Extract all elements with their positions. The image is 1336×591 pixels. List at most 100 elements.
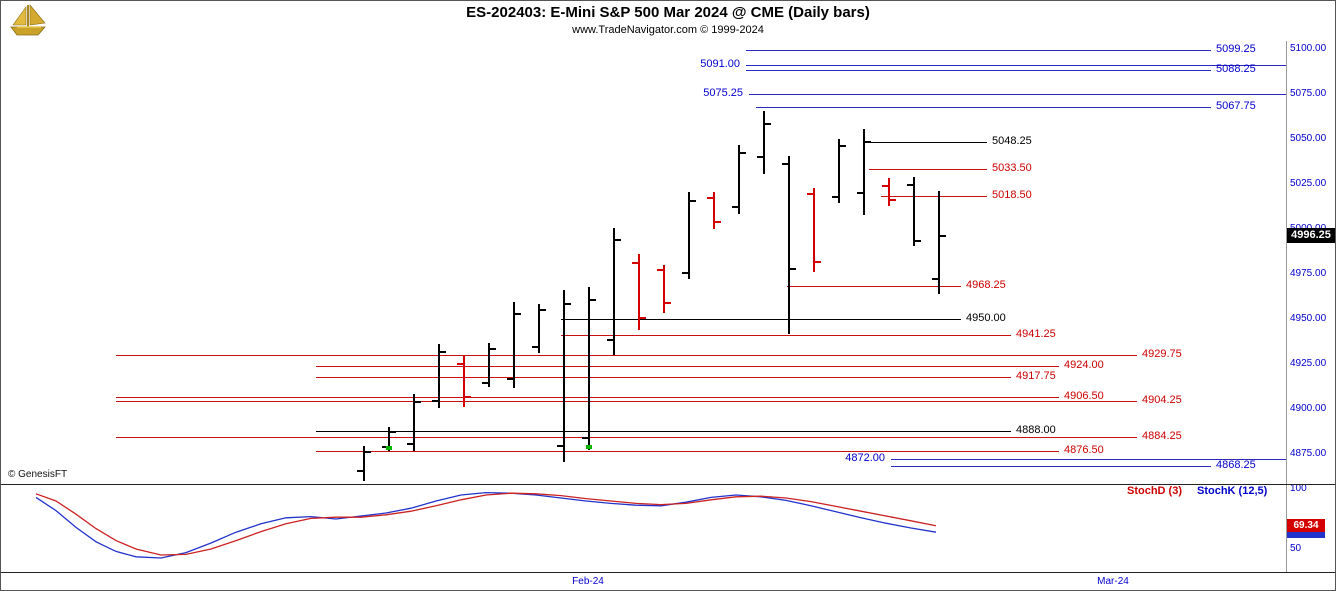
ohlc-close-tick xyxy=(465,396,471,399)
date-axis-label: Mar-24 xyxy=(1097,576,1129,587)
price-axis-label: 4975.00 xyxy=(1290,268,1327,279)
ohlc-close-tick xyxy=(940,234,946,237)
level-line xyxy=(116,397,1059,399)
price-axis-label: 4925.00 xyxy=(1290,358,1327,369)
level-line xyxy=(891,466,1211,468)
ohlc-close-tick xyxy=(365,450,371,453)
ohlc-close-tick xyxy=(390,431,396,434)
ohlc-close-tick xyxy=(915,240,921,243)
ohlc-close-tick xyxy=(490,348,496,351)
ohlc-open-tick xyxy=(582,436,588,439)
level-label: 5088.25 xyxy=(1216,63,1256,76)
level-line xyxy=(749,93,1286,95)
ohlc-open-tick xyxy=(457,362,463,365)
ohlc-close-tick xyxy=(840,145,846,148)
ohlc-close-tick xyxy=(665,302,671,305)
level-label: 4868.25 xyxy=(1216,459,1256,472)
ohlc-close-tick xyxy=(540,309,546,311)
level-line xyxy=(561,334,1011,336)
ohlc-close-tick xyxy=(515,312,521,315)
ohlc-bar xyxy=(363,445,365,481)
last-price-badge: 4996.25 xyxy=(1287,228,1335,243)
ohlc-open-tick xyxy=(432,399,438,402)
level-line xyxy=(116,437,1137,439)
price-axis-label: 4875.00 xyxy=(1290,448,1327,459)
ohlc-bar xyxy=(863,129,865,215)
date-axis-separator xyxy=(1,572,1335,573)
price-axis-label: 5025.00 xyxy=(1290,178,1327,189)
ohlc-bar xyxy=(738,144,740,215)
ohlc-bar xyxy=(638,254,640,331)
ohlc-bar xyxy=(513,302,515,389)
price-axis-label: 5075.00 xyxy=(1290,88,1327,99)
ohlc-close-tick xyxy=(765,123,771,126)
ohlc-bar xyxy=(538,303,540,353)
stochastic-plot xyxy=(35,491,937,559)
level-label: 5091.00 xyxy=(700,58,740,71)
genesisft-ship-logo-icon xyxy=(7,3,49,39)
level-label: 5099.25 xyxy=(1216,43,1256,56)
ohlc-bar xyxy=(563,289,565,463)
ohlc-open-tick xyxy=(732,205,738,208)
ohlc-close-tick xyxy=(715,220,721,223)
ohlc-close-tick xyxy=(565,303,571,306)
level-label: 4941.25 xyxy=(1016,327,1056,340)
ohlc-bar xyxy=(438,343,440,408)
ohlc-bar xyxy=(763,111,765,174)
level-line xyxy=(561,319,961,320)
ohlc-open-tick xyxy=(807,192,813,195)
stoch-axis-label: 100 xyxy=(1290,483,1307,494)
level-label: 4968.25 xyxy=(966,279,1006,292)
ohlc-bar xyxy=(888,178,890,207)
ohlc-close-tick xyxy=(815,260,821,263)
ohlc-bar xyxy=(938,190,940,295)
price-axis-label: 4900.00 xyxy=(1290,403,1327,414)
level-line xyxy=(316,430,1011,432)
level-label: 4917.75 xyxy=(1016,370,1056,383)
level-line xyxy=(863,142,987,144)
ohlc-close-tick xyxy=(740,152,746,155)
level-line xyxy=(891,459,1286,461)
ohlc-open-tick xyxy=(557,444,563,447)
stochk-label: StochK (12,5) xyxy=(1197,485,1268,497)
ohlc-open-tick xyxy=(857,191,863,194)
level-label: 4876.50 xyxy=(1064,444,1104,457)
level-line xyxy=(787,286,961,288)
ohlc-open-tick xyxy=(932,278,938,281)
level-line xyxy=(756,107,1211,109)
ohlc-bar xyxy=(788,156,790,334)
ohlc-open-tick xyxy=(507,378,513,381)
ohlc-close-tick xyxy=(890,199,896,202)
chart-subtitle: www.TradeNavigator.com © 1999-2024 xyxy=(572,24,764,36)
ohlc-bar xyxy=(613,228,615,355)
level-label: 4929.75 xyxy=(1142,348,1182,361)
level-line xyxy=(746,50,1211,52)
stoch-axis-label: 50 xyxy=(1290,543,1302,554)
ohlc-close-tick xyxy=(590,299,596,302)
price-axis-border xyxy=(1286,41,1287,572)
level-label: 4884.25 xyxy=(1142,430,1182,443)
price-axis-label: 5100.00 xyxy=(1290,43,1327,54)
ohlc-open-tick xyxy=(532,346,538,349)
level-label: 5033.50 xyxy=(992,161,1032,174)
level-line xyxy=(316,377,1011,379)
level-line xyxy=(116,401,1137,403)
level-label: 4872.00 xyxy=(845,452,885,465)
level-label: 4906.50 xyxy=(1064,390,1104,403)
ohlc-open-tick xyxy=(407,443,413,446)
ohlc-bar xyxy=(813,188,815,272)
ohlc-bar xyxy=(413,394,415,451)
ohlc-open-tick xyxy=(707,196,713,199)
ohlc-bar xyxy=(388,426,390,452)
level-label: 5018.50 xyxy=(992,188,1032,201)
level-line xyxy=(316,365,1059,367)
price-axis-label: 5050.00 xyxy=(1290,133,1327,144)
ohlc-open-tick xyxy=(882,184,888,187)
level-line xyxy=(746,65,1286,67)
ohlc-open-tick xyxy=(482,382,488,385)
chart-title: ES-202403: E-Mini S&P 500 Mar 2024 @ CME… xyxy=(466,4,870,21)
ohlc-close-tick xyxy=(615,238,621,241)
ohlc-bar xyxy=(688,191,690,279)
ohlc-bar xyxy=(838,138,840,203)
